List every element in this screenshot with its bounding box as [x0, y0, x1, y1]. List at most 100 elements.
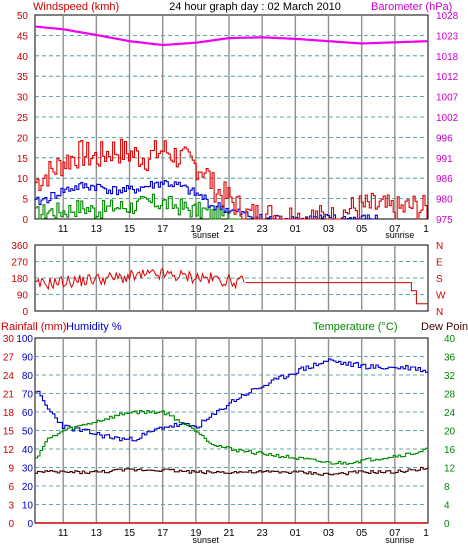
direction-tick: 90	[17, 291, 29, 302]
dewpoint-axis-label: Dew Point	[421, 321, 468, 333]
x-tick-label: 21	[223, 528, 235, 539]
x-tick-label: 11	[58, 224, 69, 235]
humidity-tick: 90	[22, 353, 34, 364]
humidity-tick: 70	[22, 390, 34, 401]
x-tick-label: 1	[423, 528, 429, 539]
barometer-tick: 1028	[436, 11, 459, 22]
windspeed-tick: 20	[17, 133, 29, 144]
wind-low-line	[35, 193, 244, 220]
rainfall-tick: 24	[3, 371, 15, 382]
windspeed-tick: 30	[17, 93, 29, 104]
compass-tick: N	[436, 241, 443, 252]
x-tick-label: 03	[323, 224, 335, 235]
windspeed-tick: 40	[17, 52, 29, 63]
temperature-axis-label: Temperature (°C)	[313, 321, 397, 333]
sunrise-label: sunrise	[385, 230, 414, 240]
compass-tick: S	[436, 274, 443, 285]
windspeed-tick: 10	[17, 174, 29, 185]
direction-tick: 180	[11, 274, 28, 285]
rainfall-tick: 27	[3, 353, 15, 364]
x-tick-label: 15	[124, 224, 136, 235]
rainfall-tick: 9	[8, 464, 14, 475]
temperature-line	[35, 409, 429, 465]
temperature-tick: 12	[444, 464, 456, 475]
sunset-label: sunset	[193, 230, 220, 240]
temperature-tick: 24	[444, 408, 456, 419]
rainfall-tick: 12	[3, 445, 15, 456]
x-tick-label: 23	[257, 528, 269, 539]
humidity-tick: 20	[22, 482, 34, 493]
chart-title: 24 hour graph day : 02 March 2010	[169, 1, 341, 13]
temperature-tick: 40	[444, 334, 456, 345]
humidity-tick: 30	[22, 464, 34, 475]
dewpoint-line	[35, 466, 429, 476]
barometer-tick: 991	[436, 154, 453, 165]
temperature-tick: 36	[444, 353, 456, 364]
temperature-tick: 20	[444, 427, 456, 438]
barometer-tick: 975	[436, 215, 453, 226]
barometer-tick: 996	[436, 133, 453, 144]
humidity-tick: 10	[22, 501, 34, 512]
x-tick-label: 11	[58, 528, 69, 539]
barometer-axis-label: Barometer (hPa)	[371, 1, 452, 13]
rainfall-tick: 18	[3, 408, 15, 419]
x-tick-label: 05	[356, 528, 368, 539]
direction-tick: 0	[22, 307, 28, 318]
temperature-tick: 28	[444, 390, 456, 401]
rainfall-tick: 6	[8, 482, 14, 493]
windspeed-tick: 0	[22, 215, 28, 226]
x-tick-label: 01	[290, 528, 302, 539]
temperature-tick: 4	[444, 501, 450, 512]
windspeed-tick: 50	[17, 11, 29, 22]
windspeed-axis-label: Windspeed (kmh)	[33, 1, 119, 13]
humidity-tick: 80	[22, 371, 34, 382]
x-tick-label: 01	[290, 224, 302, 235]
barometer-tick: 986	[436, 174, 453, 185]
windspeed-tick: 25	[17, 113, 29, 124]
x-tick-label: 03	[323, 528, 335, 539]
barometer-tick: 1012	[436, 72, 459, 83]
barometer-tick: 1018	[436, 52, 459, 63]
rainfall-tick: 0	[8, 519, 14, 530]
humidity-tick: 0	[27, 519, 33, 530]
direction-tick: 270	[11, 258, 28, 269]
x-tick-label: 13	[91, 224, 103, 235]
compass-tick: W	[436, 291, 446, 302]
x-tick-label: 19	[190, 224, 202, 235]
temperature-tick: 8	[444, 482, 450, 493]
wind-direction-line-night	[245, 282, 428, 305]
sunset-label: sunset	[193, 535, 220, 545]
temperature-tick: 32	[444, 371, 456, 382]
temperature-tick: 0	[444, 519, 450, 530]
rainfall-tick: 21	[3, 390, 15, 401]
rainfall-tick: 15	[3, 427, 15, 438]
windspeed-line	[35, 138, 428, 220]
x-tick-label: 07	[389, 224, 401, 235]
humidity-line	[35, 358, 429, 442]
rainfall-tick: 3	[8, 501, 14, 512]
barometer-tick: 1023	[436, 31, 459, 42]
windspeed-tick: 45	[17, 31, 29, 42]
compass-tick: E	[436, 258, 443, 269]
temperature-tick: 16	[444, 445, 456, 456]
compass-tick: N	[436, 307, 443, 318]
x-tick-label: 05	[356, 224, 368, 235]
humidity-tick: 40	[22, 445, 34, 456]
direction-tick: 360	[11, 241, 28, 252]
x-tick-label: 17	[157, 224, 169, 235]
x-tick-label: 19	[190, 528, 202, 539]
barometer-tick: 980	[436, 195, 453, 206]
windspeed-tick: 5	[22, 195, 28, 206]
sunrise-label: sunrise	[385, 535, 414, 545]
wind-direction-line	[34, 267, 245, 291]
humidity-tick: 60	[22, 408, 34, 419]
x-tick-label: 13	[91, 528, 103, 539]
x-tick-label: 07	[389, 528, 401, 539]
x-tick-label: 1	[423, 224, 429, 235]
windspeed-tick: 15	[17, 154, 29, 165]
rainfall-tick: 30	[3, 334, 15, 345]
barometer-tick: 1007	[436, 93, 459, 104]
x-tick-label: 21	[223, 224, 235, 235]
humidity-axis-label: Humidity %	[66, 321, 122, 333]
